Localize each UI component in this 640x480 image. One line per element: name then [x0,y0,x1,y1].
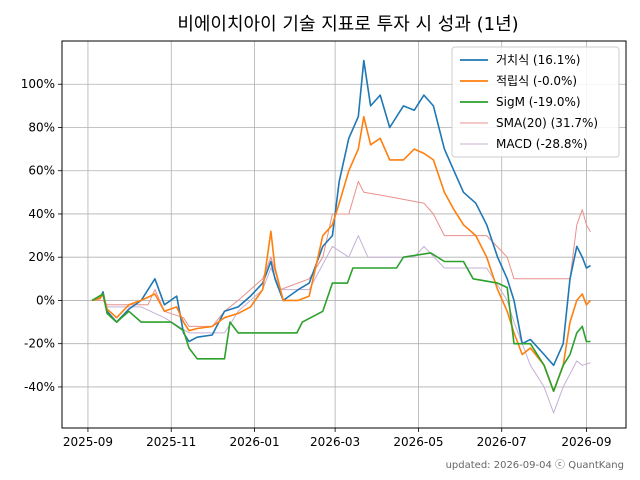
y-tick-label: 60% [28,164,55,178]
x-tick-label: 2025-11 [146,435,196,449]
legend: 거치식 (16.1%) 적립식 (-0.0%) SigM (-19.0%) SMA(2… [451,46,620,158]
legend-label: 적립식 (-0.0%) [496,74,577,88]
x-tick-label: 2026-05 [393,435,443,449]
axes: 2025-09 2025-11 2026-01 2026-03 2026-05 2026-… [21,77,612,449]
legend-label: MACD (-28.8%) [496,137,588,151]
y-tick-label: 20% [28,250,55,264]
series-line-4 [91,235,591,414]
x-tick-label: 2026-09 [561,435,611,449]
legend-label: SigM (-19.0%) [496,95,581,109]
x-tick-label: 2026-07 [477,435,527,449]
x-tick-label: 2026-01 [229,435,279,449]
series-line-2 [91,252,591,392]
x-tick-label: 2025-09 [63,435,113,449]
y-tick-label: -20% [24,337,55,351]
y-tick-label: -40% [24,380,55,394]
series-lines [91,59,592,414]
legend-label: 거치식 (16.1%) [496,53,580,67]
x-tick-label: 2026-03 [310,435,360,449]
legend-box [451,46,620,158]
y-tick-label: 40% [28,207,55,221]
plot-frame [61,40,627,429]
footer-credit: updated: 2026-09-04 ⓒ QuantKang [446,459,624,471]
series-line-1 [91,115,592,392]
series-line-3 [92,181,591,327]
y-tick-label: 100% [21,77,55,91]
legend-label: SMA(20) (31.7%) [496,116,598,130]
y-tick-label: 80% [28,120,55,134]
chart-title: 비에이치아이 기술 지표로 투자 시 성과 (1년) [177,14,518,35]
y-tick-label: 0% [36,293,55,307]
